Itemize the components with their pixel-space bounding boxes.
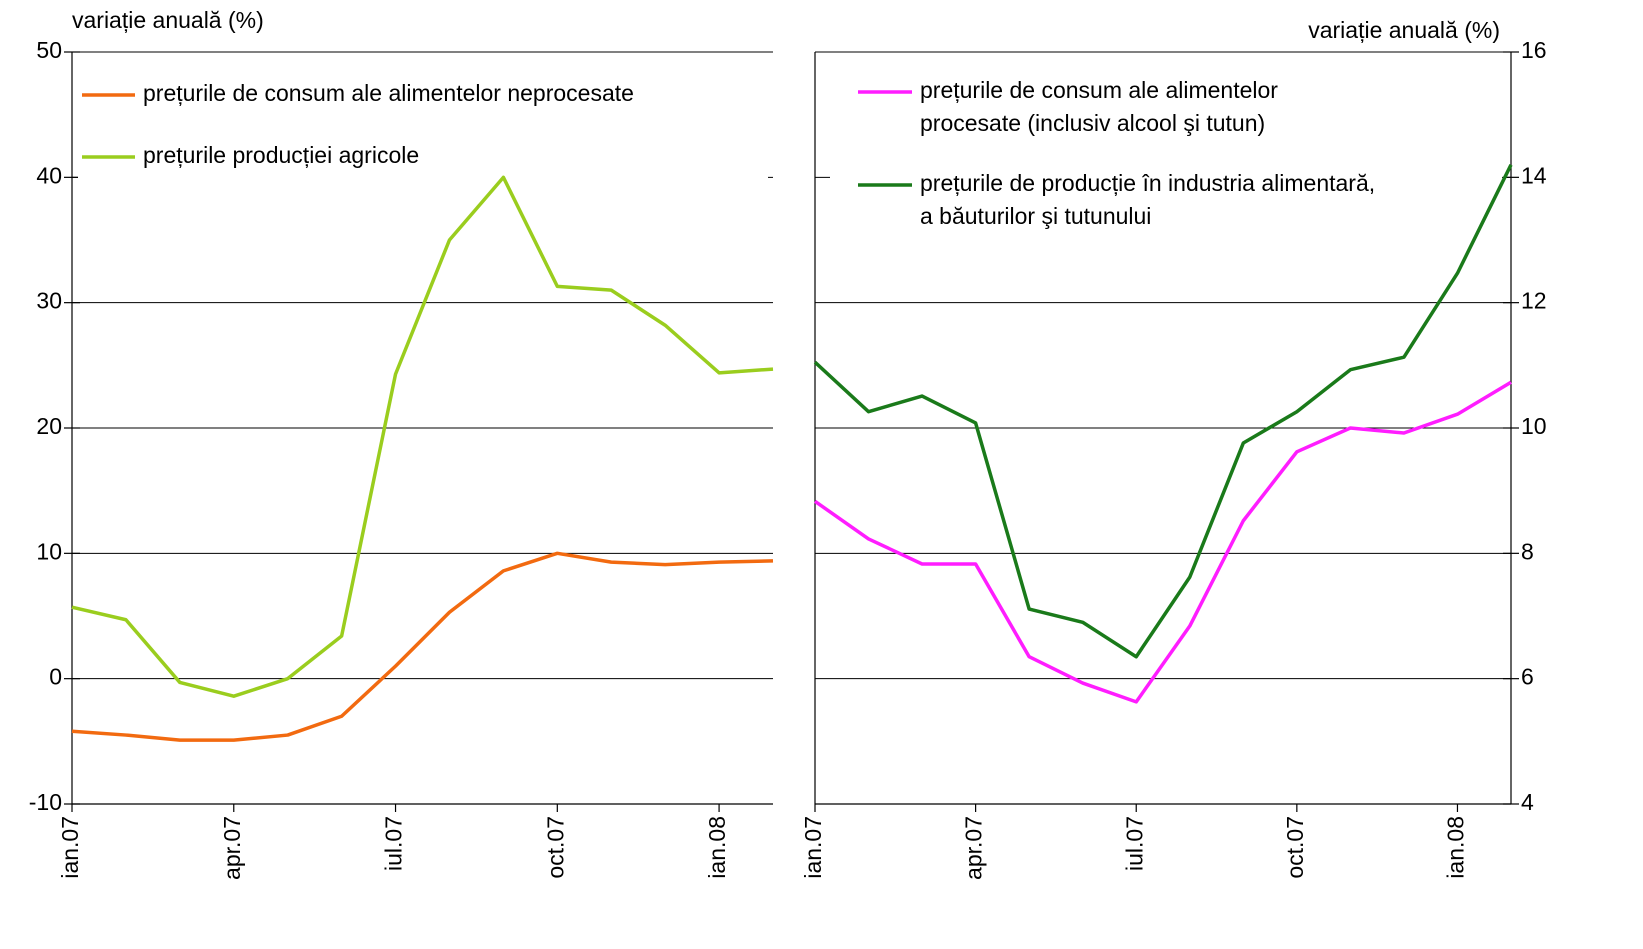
x-tick-label: ian.08 — [1443, 816, 1469, 879]
legend-label: prețurile de consum ale alimentelor nepr… — [143, 80, 634, 106]
series-line — [813, 164, 1513, 659]
y-tick-label: -10 — [29, 789, 62, 815]
y-tick-label: 10 — [36, 538, 62, 564]
x-tick-label: oct.07 — [1282, 816, 1308, 879]
y-tick-label: 0 — [49, 664, 62, 690]
y-axis-label: variație anuală (%) — [72, 7, 264, 33]
legend-label: prețurile de consum ale alimentelor proce… — [920, 77, 1278, 136]
y-tick-label: 50 — [36, 37, 62, 63]
legend-label: prețurile producției agricole — [143, 142, 419, 168]
x-tick-label: oct.07 — [542, 816, 568, 879]
x-tick-label: iul.07 — [381, 816, 407, 871]
x-tick-label: apr.07 — [961, 816, 987, 880]
x-tick-label: iul.07 — [1121, 816, 1147, 871]
y-tick-label: 8 — [1521, 538, 1534, 564]
x-tick-label: ian.07 — [800, 816, 826, 879]
y-tick-label: 12 — [1521, 288, 1547, 314]
y-axis-label: variație anuală (%) — [1308, 17, 1500, 43]
x-tick-label: apr.07 — [219, 816, 245, 880]
series-line — [71, 175, 774, 698]
y-tick-label: 4 — [1521, 789, 1534, 815]
series-line — [71, 551, 774, 742]
x-tick-label: ian.07 — [57, 816, 83, 879]
y-tick-label: 14 — [1521, 162, 1547, 188]
legend-box — [830, 62, 1502, 242]
legend-label: prețurile de producție în industria alim… — [920, 170, 1375, 229]
y-tick-label: 16 — [1521, 37, 1547, 63]
y-tick-label: 40 — [36, 162, 62, 188]
y-tick-label: 30 — [36, 288, 62, 314]
y-tick-label: 20 — [36, 413, 62, 439]
y-tick-label: 10 — [1521, 413, 1547, 439]
series-line — [813, 380, 1512, 704]
x-tick-label: ian.08 — [704, 816, 730, 879]
y-tick-label: 6 — [1521, 664, 1534, 690]
legend-box — [78, 62, 768, 192]
